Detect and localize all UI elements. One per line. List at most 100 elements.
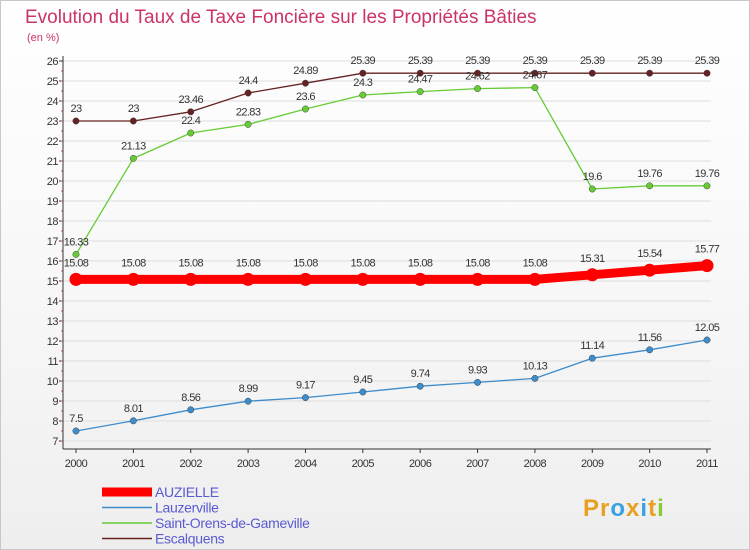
data-label: 7.5	[69, 413, 83, 425]
y-tick-label: 17	[47, 236, 59, 248]
y-tick-label: 12	[47, 336, 59, 348]
data-point	[359, 91, 367, 99]
data-point	[528, 272, 542, 286]
data-point	[588, 354, 596, 362]
x-tick-label: 2004	[294, 458, 317, 470]
data-labels: 15.08 15.08 15.08 15.08 15.08 15.08 15.08 15.08…	[64, 55, 721, 425]
data-point	[184, 272, 198, 286]
series-line-escalquens	[75, 72, 708, 122]
data-point	[416, 69, 424, 77]
data-label: 25.39	[580, 55, 605, 67]
series-lines	[69, 69, 714, 435]
grid-lines	[63, 60, 711, 442]
data-point	[359, 69, 367, 77]
data-label: 16.33	[64, 236, 89, 248]
data-label: 23	[70, 103, 82, 115]
data-point	[241, 272, 255, 286]
data-label: 23.46	[178, 94, 203, 106]
x-tick-label: 2001	[122, 458, 145, 470]
data-point	[72, 250, 80, 258]
data-point	[129, 417, 137, 425]
data-label: 24.47	[408, 74, 433, 86]
data-label: 15.31	[580, 253, 605, 265]
data-label: 15.08	[236, 257, 261, 269]
data-label: 23	[128, 103, 140, 115]
legend-label: AUZIELLE	[155, 484, 219, 500]
data-point	[356, 272, 370, 286]
data-label: 15.77	[695, 244, 720, 256]
data-point	[703, 69, 711, 77]
data-point	[646, 346, 654, 354]
x-tick-label: 2003	[237, 458, 260, 470]
data-point	[187, 406, 195, 414]
y-tick-label: 11	[48, 356, 59, 368]
data-label: 10.13	[523, 360, 548, 372]
data-label: 25.39	[351, 55, 376, 67]
data-label: 9.45	[353, 374, 372, 386]
data-label: 24.67	[523, 70, 548, 82]
logo-letter: i	[657, 495, 665, 522]
logo-letter: P	[583, 495, 600, 522]
logo-letter: r	[600, 495, 610, 522]
x-tick-label: 2007	[466, 458, 489, 470]
y-tick-label: 24	[47, 96, 59, 108]
logo-letter: o	[610, 495, 626, 522]
y-tick-label: 10	[47, 376, 59, 388]
legend-label: Lauzerville	[155, 500, 219, 516]
data-label: 15.08	[465, 257, 490, 269]
data-point	[126, 272, 140, 286]
data-label: 15.08	[178, 257, 203, 269]
data-label: 9.74	[411, 368, 430, 380]
y-tick-label: 13	[47, 316, 59, 328]
data-point	[302, 79, 309, 87]
y-tick-label: 26	[47, 56, 59, 68]
chart-title: Evolution du Taux de Taxe Foncière sur l…	[25, 7, 537, 28]
data-point	[588, 69, 596, 77]
data-point	[531, 84, 539, 92]
proxiti-logo: Proxiti	[583, 495, 665, 522]
x-tick-label: 2006	[409, 458, 432, 470]
data-label: 19.76	[695, 168, 720, 180]
data-label: 24.62	[465, 71, 490, 83]
logo-letter: i	[640, 495, 648, 522]
data-label: 15.08	[64, 257, 89, 269]
x-tick-label: 2002	[179, 458, 202, 470]
data-point	[302, 394, 309, 402]
x-tick-label: 2008	[524, 458, 547, 470]
logo-letter: t	[648, 495, 657, 522]
data-label: 15.08	[351, 257, 376, 269]
series-line-auzielle	[71, 261, 712, 284]
y-tick-label: 16	[47, 256, 59, 268]
y-tick-label: 21	[47, 156, 59, 168]
y-tick-label: 18	[47, 216, 59, 228]
y-tick-label: 8	[52, 416, 58, 428]
y-axis-label: (en %)	[27, 32, 59, 44]
data-point	[531, 374, 539, 382]
y-tick-label: 22	[47, 136, 59, 148]
data-point	[531, 69, 539, 77]
x-tick-label: 2009	[581, 458, 604, 470]
data-label: 8.56	[181, 392, 200, 404]
data-point	[416, 382, 424, 390]
data-label: 23.6	[296, 91, 315, 103]
data-point	[244, 120, 252, 128]
y-tick-label: 9	[52, 396, 58, 408]
data-point	[244, 89, 252, 97]
legend: AUZIELLELauzervilleSaint-Orens-de-Gamevi…	[102, 484, 310, 547]
data-point	[129, 154, 137, 162]
data-label: 25.39	[695, 55, 720, 67]
data-point	[129, 117, 137, 125]
data-point	[413, 272, 427, 286]
series-line-saint-orens-de-gameville	[75, 86, 708, 256]
data-label: 22.83	[236, 106, 261, 118]
data-label: 21.13	[121, 140, 146, 152]
data-point	[69, 272, 83, 286]
data-label: 25.39	[637, 55, 662, 67]
data-point	[646, 69, 654, 77]
data-label: 9.93	[468, 364, 487, 376]
data-point	[474, 85, 481, 93]
data-label: 15.08	[408, 257, 433, 269]
y-tick-label: 7	[52, 436, 58, 448]
